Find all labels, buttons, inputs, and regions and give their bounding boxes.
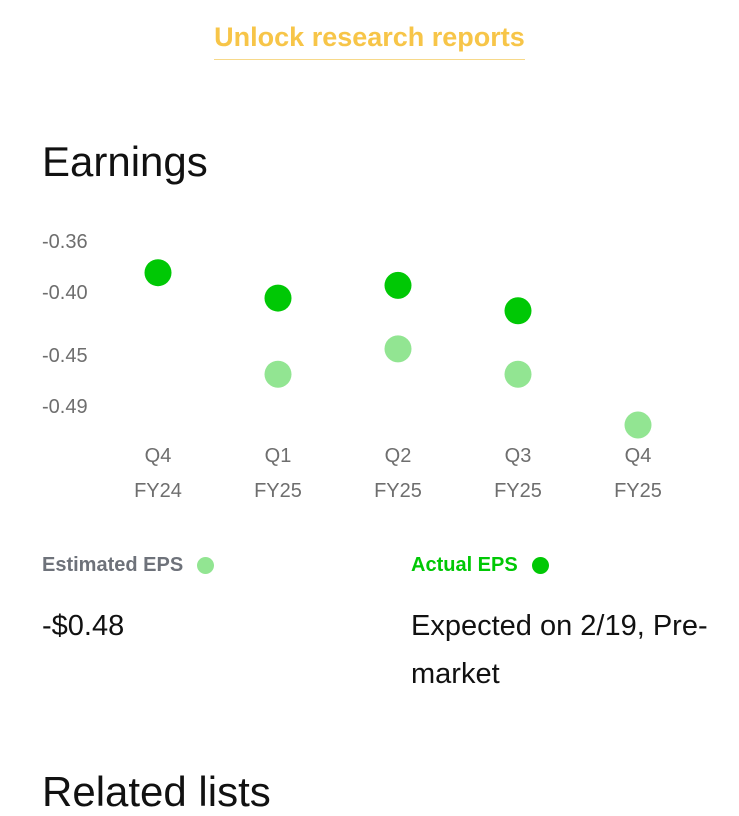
x-tick-label: Q4 [625, 445, 652, 467]
actual-eps-value: Expected on 2/19, Pre-market [411, 610, 708, 690]
y-tick-label: -0.40 [42, 282, 88, 304]
x-tick-label: FY25 [494, 480, 542, 502]
x-tick-label: FY25 [374, 480, 422, 502]
estimated-eps-point[interactable] [264, 360, 292, 388]
estimated-eps-point[interactable] [384, 335, 412, 363]
y-tick-label: -0.45 [42, 345, 88, 367]
related-lists-title: Related lists [42, 768, 271, 815]
y-axis-ticks: -0.36 -0.40 -0.45 -0.49 [42, 231, 88, 418]
earnings-chart: -0.36-0.40-0.45-0.49 Q4FY24Q1FY25Q2FY25Q… [42, 231, 662, 502]
unlock-research-container: Unlock research reports [0, 22, 739, 60]
x-tick-label: FY24 [134, 480, 182, 502]
y-tick-label: -0.36 [42, 231, 88, 253]
x-tick-label: Q3 [505, 445, 532, 467]
estimated-eps-value: -$0.48 [42, 610, 125, 642]
actual-eps-point[interactable] [504, 297, 532, 325]
y-tick-label: -0.49 [42, 396, 88, 418]
estimated-eps-point[interactable] [624, 411, 652, 439]
actual-eps-point[interactable] [264, 284, 292, 312]
actual-eps-point[interactable] [144, 259, 172, 287]
unlock-research-link[interactable]: Unlock research reports [214, 22, 525, 60]
actual-dot-icon [531, 557, 549, 574]
x-tick-label: Q4 [145, 445, 172, 467]
x-tick-label: FY25 [254, 480, 302, 502]
x-axis-ticks: Q4 FY24 Q1 FY25 Q2 FY25 Q3 FY25 Q4 FY25 [134, 445, 662, 502]
actual-eps-point[interactable] [384, 271, 412, 299]
legend-estimated-eps: Estimated EPS [42, 554, 215, 577]
x-tick-label: FY25 [614, 480, 662, 502]
x-tick-label: Q1 [265, 445, 292, 467]
legend-estimated-label: Estimated EPS [42, 554, 184, 576]
earnings-title: Earnings [42, 138, 208, 185]
estimated-eps-point[interactable] [504, 360, 532, 388]
legend-actual-eps: Actual EPS [411, 554, 549, 577]
chart-points [144, 259, 652, 439]
legend-actual-label: Actual EPS [411, 554, 518, 576]
x-tick-label: Q2 [385, 445, 412, 467]
estimated-dot-icon [197, 557, 215, 574]
